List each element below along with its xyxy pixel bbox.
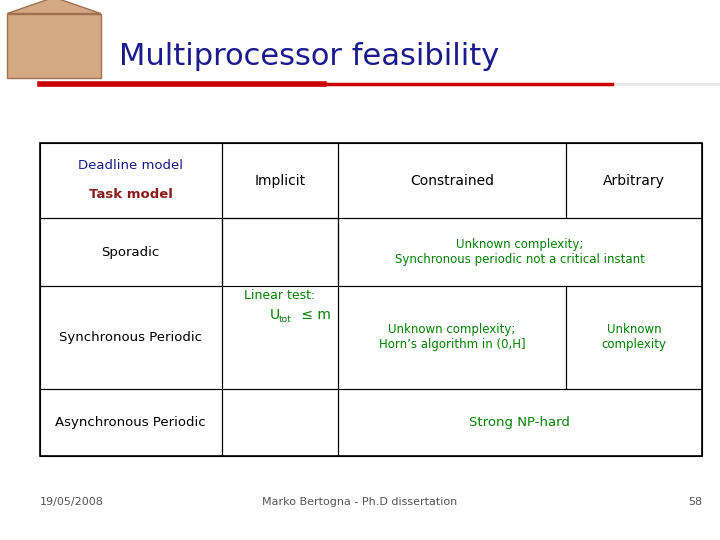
Bar bbox=[40, 389, 222, 456]
Text: 58: 58 bbox=[688, 497, 702, 507]
Bar bbox=[7, 14, 101, 78]
Bar bbox=[566, 143, 702, 218]
Text: Unknown complexity;
Horn’s algorithm in (0,H]: Unknown complexity; Horn’s algorithm in … bbox=[379, 323, 526, 351]
Bar bbox=[40, 143, 222, 218]
Bar bbox=[338, 143, 566, 218]
Text: Constrained: Constrained bbox=[410, 174, 494, 187]
Text: Multiprocessor feasibility: Multiprocessor feasibility bbox=[119, 42, 499, 71]
Text: Unknown
complexity: Unknown complexity bbox=[602, 323, 667, 351]
Text: Deadline model: Deadline model bbox=[78, 159, 183, 172]
Bar bbox=[222, 143, 338, 218]
Bar bbox=[40, 218, 222, 286]
Bar bbox=[338, 389, 702, 456]
Text: Marko Bertogna - Ph.D dissertation: Marko Bertogna - Ph.D dissertation bbox=[262, 497, 458, 507]
Text: tot: tot bbox=[279, 315, 292, 324]
Bar bbox=[338, 286, 566, 389]
Text: Arbitrary: Arbitrary bbox=[603, 174, 665, 187]
Text: Linear test:: Linear test: bbox=[244, 289, 315, 302]
Text: Task model: Task model bbox=[89, 188, 173, 201]
Bar bbox=[338, 218, 702, 286]
Text: Unknown complexity;
Synchronous periodic not a critical instant: Unknown complexity; Synchronous periodic… bbox=[395, 238, 645, 266]
Text: Asynchronous Periodic: Asynchronous Periodic bbox=[55, 416, 206, 429]
Bar bbox=[40, 286, 222, 389]
Text: Strong NP-hard: Strong NP-hard bbox=[469, 416, 570, 429]
Text: 19/05/2008: 19/05/2008 bbox=[40, 497, 104, 507]
Text: ≤ m: ≤ m bbox=[297, 308, 331, 322]
Text: Implicit: Implicit bbox=[254, 174, 305, 187]
Text: U: U bbox=[269, 308, 279, 322]
Text: Synchronous Periodic: Synchronous Periodic bbox=[59, 330, 202, 344]
Polygon shape bbox=[7, 0, 101, 14]
Bar bbox=[222, 218, 338, 389]
Bar bbox=[222, 389, 338, 456]
Text: Sporadic: Sporadic bbox=[102, 246, 160, 259]
Bar bbox=[40, 143, 702, 456]
Bar bbox=[566, 286, 702, 389]
Bar bbox=[222, 218, 338, 286]
